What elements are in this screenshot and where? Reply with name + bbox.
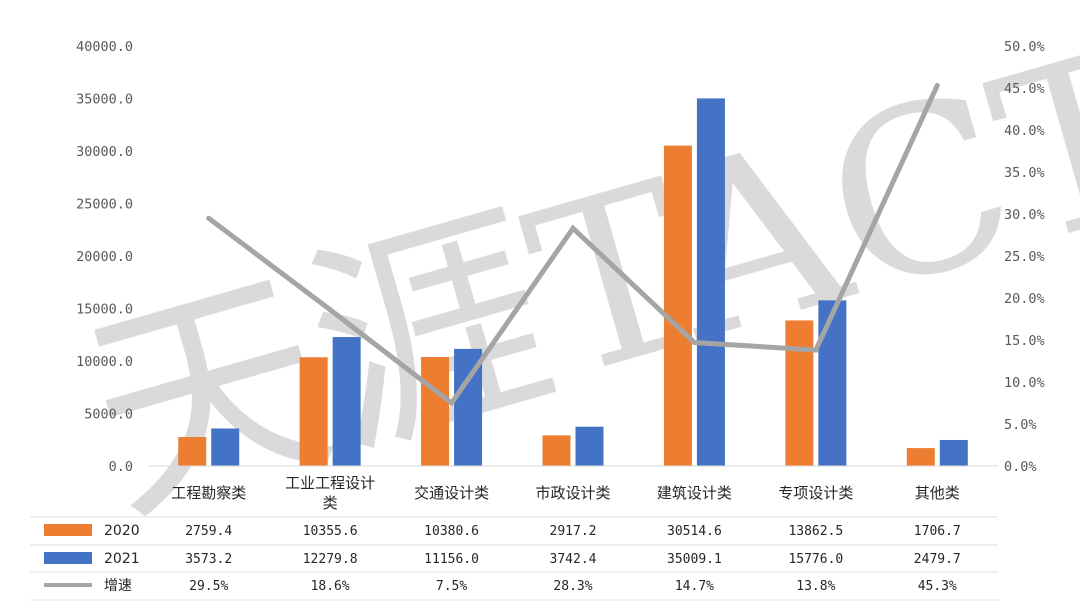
table-cell: 11156.0 — [424, 552, 479, 567]
bar-2021 — [696, 98, 725, 466]
right-tick-label: 5.0% — [1004, 417, 1037, 433]
line-point — [934, 82, 940, 88]
bar-2020 — [421, 357, 450, 466]
table-cell: 2917.2 — [550, 524, 597, 539]
table-cell: 10380.6 — [424, 524, 479, 539]
left-tick-label: 40000.0 — [76, 39, 133, 55]
bar-2020 — [542, 435, 571, 466]
table-cell: 13.8% — [796, 579, 835, 594]
bar-2021 — [575, 426, 604, 466]
right-axis-ticks: 0.0% 5.0% 10.0% 15.0% 20.0% 25.0% 30.0% 35.0% 40… — [1004, 39, 1045, 475]
table-cell: 28.3% — [553, 579, 592, 594]
legend-swatch-2021 — [44, 552, 92, 564]
left-tick-label: 0.0 — [109, 459, 133, 475]
left-tick-label: 35000.0 — [76, 92, 133, 108]
watermark: 天涯TACTER — [62, 0, 1080, 558]
bar-2020 — [663, 145, 692, 467]
bar-2020 — [178, 437, 207, 466]
right-tick-label: 10.0% — [1004, 375, 1045, 391]
table-cell: 7.5% — [436, 579, 467, 594]
left-tick-label: 20000.0 — [76, 249, 133, 265]
bars — [178, 98, 968, 467]
category-label: 建筑设计类 — [657, 484, 732, 502]
table-cell: 10355.6 — [303, 524, 358, 539]
line-point — [449, 400, 455, 406]
category-labels: 工程勘察类 工业工程设计类 交通设计类 市政设计类 建筑设计类 专项设计类 其他类 — [171, 474, 960, 512]
table-cell: 35009.1 — [667, 552, 722, 567]
right-tick-label: 0.0% — [1004, 459, 1037, 475]
line-point — [691, 340, 697, 346]
table-cell: 3742.4 — [550, 552, 597, 567]
category-label: 专项设计类 — [778, 484, 853, 502]
table-cell: 45.3% — [918, 579, 957, 594]
left-tick-label: 30000.0 — [76, 144, 133, 160]
right-tick-label: 25.0% — [1004, 249, 1045, 265]
legend-swatch-2020 — [44, 524, 92, 536]
table-cell: 18.6% — [311, 579, 350, 594]
table-cell: 29.5% — [189, 579, 228, 594]
legend-label: 增速 — [104, 578, 132, 594]
left-tick-label: 15000.0 — [76, 302, 133, 318]
bar-2021 — [332, 337, 361, 466]
bar-2020 — [906, 448, 935, 466]
legend-label: 2020 — [104, 523, 140, 539]
right-tick-label: 45.0% — [1004, 81, 1045, 97]
right-tick-label: 50.0% — [1004, 39, 1045, 55]
bar-2020 — [785, 320, 814, 466]
bar-2020 — [299, 357, 328, 466]
category-label: 市政设计类 — [535, 484, 610, 502]
table-cell: 15776.0 — [788, 552, 843, 567]
table-cell: 30514.6 — [667, 524, 722, 539]
left-tick-label: 25000.0 — [76, 197, 133, 213]
data-table: 2020 2759.4 10355.6 10380.6 2917.2 30514.6 138… — [30, 516, 998, 601]
table-cell: 1706.7 — [914, 524, 961, 539]
category-label: 工业工程设计类 — [285, 474, 375, 512]
category-label: 交通设计类 — [414, 484, 489, 502]
line-point — [570, 225, 576, 231]
left-tick-label: 5000.0 — [84, 407, 133, 423]
table-cell: 14.7% — [675, 579, 714, 594]
right-tick-label: 30.0% — [1004, 207, 1045, 223]
right-tick-label: 40.0% — [1004, 123, 1045, 139]
line-point — [206, 215, 212, 221]
category-label: 其他类 — [915, 484, 960, 502]
bar-2021 — [818, 300, 847, 466]
bar-2021 — [939, 439, 968, 466]
bar-2021 — [211, 428, 240, 466]
right-tick-label: 20.0% — [1004, 291, 1045, 307]
right-tick-label: 15.0% — [1004, 333, 1045, 349]
category-label: 工程勘察类 — [171, 484, 246, 502]
legend-label: 2021 — [104, 551, 140, 567]
growth-line — [206, 82, 940, 407]
table-cell: 13862.5 — [788, 524, 843, 539]
left-tick-label: 10000.0 — [76, 354, 133, 370]
table-cell: 2759.4 — [185, 524, 232, 539]
left-axis-ticks: 0.0 5000.0 10000.0 15000.0 20000.0 25000.0 300… — [76, 39, 133, 475]
line-point — [813, 347, 819, 353]
table-cell: 2479.7 — [914, 552, 961, 567]
right-tick-label: 35.0% — [1004, 165, 1045, 181]
table-cell: 12279.8 — [303, 552, 358, 567]
table-cell: 3573.2 — [185, 552, 232, 567]
line-point — [327, 307, 333, 313]
